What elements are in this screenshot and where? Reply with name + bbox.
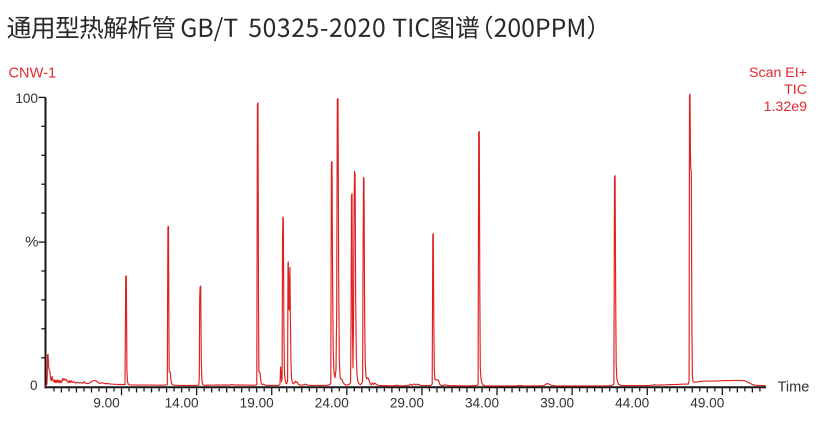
svg-text:24.00: 24.00 [315, 396, 349, 411]
svg-text:%: % [25, 234, 38, 251]
svg-text:TIC: TIC [784, 82, 807, 98]
svg-text:14.00: 14.00 [165, 396, 199, 411]
svg-text:19.00: 19.00 [240, 396, 274, 411]
svg-text:9.00: 9.00 [93, 396, 120, 411]
svg-text:29.00: 29.00 [390, 396, 424, 411]
svg-text:Scan EI+: Scan EI+ [749, 65, 807, 81]
svg-text:44.00: 44.00 [615, 396, 649, 411]
svg-text:100: 100 [15, 91, 38, 106]
svg-text:Time: Time [778, 380, 810, 396]
svg-text:CNW-1: CNW-1 [9, 66, 57, 82]
svg-text:49.00: 49.00 [690, 396, 724, 411]
svg-text:34.00: 34.00 [465, 396, 499, 411]
svg-text:0: 0 [30, 378, 38, 393]
svg-text:39.00: 39.00 [540, 396, 574, 411]
svg-text:1.32e9: 1.32e9 [764, 99, 808, 115]
